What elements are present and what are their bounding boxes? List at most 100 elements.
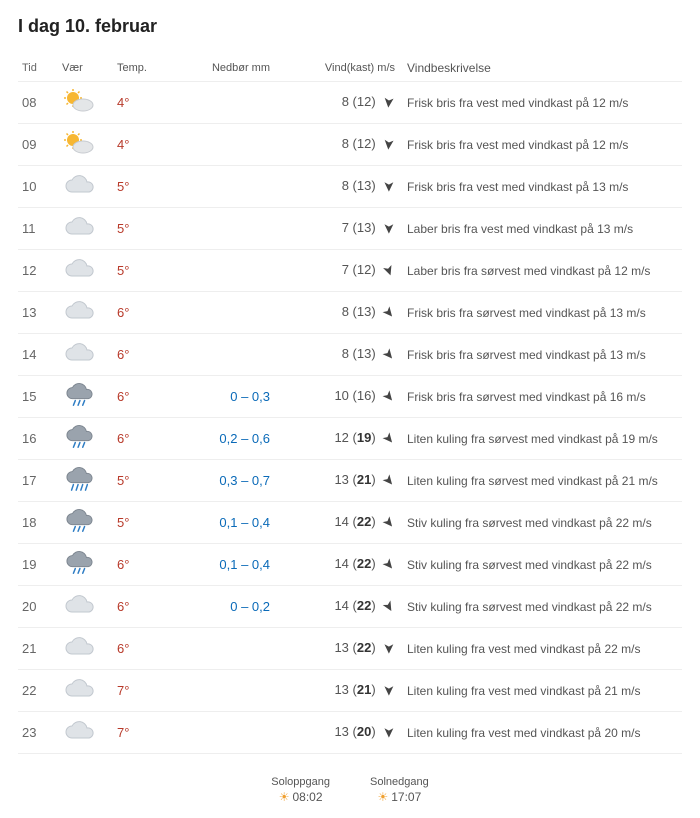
cell-time: 21 (18, 628, 58, 670)
cell-desc: Stiv kuling fra sørvest med vindkast på … (403, 586, 682, 628)
cell-time: 20 (18, 586, 58, 628)
cell-wind: 8 (13) ➤ (288, 292, 403, 334)
table-row: 156°0 – 0,310 (16) ➤Frisk bris fra sørve… (18, 376, 682, 418)
cell-wind: 13 (21) ➤ (288, 670, 403, 712)
wind-arrow-icon: ➤ (381, 685, 398, 697)
cell-wind: 8 (12) ➤ (288, 82, 403, 124)
table-row: 206°0 – 0,214 (22) ➤Stiv kuling fra sørv… (18, 586, 682, 628)
col-header-besk: Vindbeskrivelse (403, 55, 682, 82)
cell-temp: 4° (113, 82, 183, 124)
cell-desc: Laber bris fra vest med vindkast på 13 m… (403, 208, 682, 250)
cell-wind: 14 (22) ➤ (288, 586, 403, 628)
cell-time: 17 (18, 460, 58, 502)
cell-precip: 0,1 – 0,4 (183, 502, 288, 544)
sunset-time: ☀17:07 (370, 790, 429, 804)
sunset-time-value: 17:07 (391, 790, 421, 804)
cell-weather-icon (58, 586, 113, 628)
cell-temp: 5° (113, 208, 183, 250)
cell-weather-icon (58, 166, 113, 208)
cell-desc: Frisk bris fra vest med vindkast på 12 m… (403, 124, 682, 166)
cell-time: 08 (18, 82, 58, 124)
wind-arrow-icon: ➤ (379, 555, 400, 575)
cell-wind: 12 (19) ➤ (288, 418, 403, 460)
table-row: 136°8 (13) ➤Frisk bris fra sørvest med v… (18, 292, 682, 334)
wind-arrow-icon: ➤ (379, 513, 400, 533)
table-row: 185°0,1 – 0,414 (22) ➤Stiv kuling fra sø… (18, 502, 682, 544)
cell-precip: 0,3 – 0,7 (183, 460, 288, 502)
cell-temp: 7° (113, 670, 183, 712)
wind-arrow-icon: ➤ (381, 643, 398, 655)
cell-time: 22 (18, 670, 58, 712)
col-header-tid: Tid (18, 55, 58, 82)
cell-wind: 13 (22) ➤ (288, 628, 403, 670)
cell-wind: 7 (12) ➤ (288, 250, 403, 292)
cell-time: 14 (18, 334, 58, 376)
cell-time: 18 (18, 502, 58, 544)
wind-arrow-icon: ➤ (380, 138, 398, 151)
wind-arrow-icon: ➤ (379, 303, 400, 323)
cell-time: 11 (18, 208, 58, 250)
cell-time: 09 (18, 124, 58, 166)
cell-wind: 10 (16) ➤ (288, 376, 403, 418)
wind-arrow-icon: ➤ (379, 597, 400, 616)
sun-footer: Soloppgang ☀08:02 Solnedgang ☀17:07 (18, 776, 682, 804)
sunrise-icon: ☀ (279, 790, 290, 804)
cell-temp: 5° (113, 166, 183, 208)
sunrise-block: Soloppgang ☀08:02 (271, 776, 330, 804)
cell-desc: Liten kuling fra vest med vindkast på 21… (403, 670, 682, 712)
cell-desc: Liten kuling fra vest med vindkast på 20… (403, 712, 682, 754)
cell-desc: Liten kuling fra vest med vindkast på 22… (403, 628, 682, 670)
cell-time: 13 (18, 292, 58, 334)
cell-precip (183, 124, 288, 166)
sunrise-time: ☀08:02 (271, 790, 330, 804)
table-row: 08 4° 8 (12) ➤Frisk bris fra vest med vind… (18, 82, 682, 124)
cell-weather-icon (58, 502, 113, 544)
cell-wind: 8 (13) ➤ (288, 166, 403, 208)
cell-wind: 13 (21) ➤ (288, 460, 403, 502)
table-row: 094°8 (12) ➤Frisk bris fra vest med vind… (18, 124, 682, 166)
wind-arrow-icon: ➤ (381, 223, 398, 235)
cell-desc: Stiv kuling fra sørvest med vindkast på … (403, 544, 682, 586)
cell-precip (183, 628, 288, 670)
wind-arrow-icon: ➤ (381, 181, 398, 193)
cell-weather-icon (58, 460, 113, 502)
cell-precip (183, 250, 288, 292)
cell-desc: Frisk bris fra sørvest med vindkast på 1… (403, 334, 682, 376)
cell-temp: 5° (113, 250, 183, 292)
wind-arrow-icon: ➤ (379, 387, 400, 407)
cell-weather-icon (58, 208, 113, 250)
cell-weather-icon (58, 670, 113, 712)
cell-desc: Frisk bris fra vest med vindkast på 12 m… (403, 82, 682, 124)
wind-arrow-icon: ➤ (379, 429, 400, 449)
sunset-block: Solnedgang ☀17:07 (370, 776, 429, 804)
cell-weather-icon (58, 628, 113, 670)
cell-weather-icon (58, 334, 113, 376)
cell-time: 15 (18, 376, 58, 418)
cell-desc: Stiv kuling fra sørvest med vindkast på … (403, 502, 682, 544)
cell-precip: 0 – 0,2 (183, 586, 288, 628)
cell-temp: 5° (113, 460, 183, 502)
forecast-table: Tid Vær Temp. Nedbør mm Vind(kast) m/s V… (18, 55, 682, 754)
cell-time: 12 (18, 250, 58, 292)
cell-weather-icon (58, 124, 113, 166)
cell-weather-icon (58, 712, 113, 754)
table-row: 125°7 (12) ➤Laber bris fra sørvest med v… (18, 250, 682, 292)
wind-arrow-icon: ➤ (379, 345, 400, 365)
cell-precip: 0,2 – 0,6 (183, 418, 288, 460)
wind-arrow-icon: ➤ (380, 96, 398, 109)
cell-temp: 6° (113, 628, 183, 670)
cell-temp: 6° (113, 544, 183, 586)
col-header-nedbor: Nedbør mm (183, 55, 288, 82)
sunrise-label: Soloppgang (271, 776, 330, 788)
table-row: 21 6° 13 (22) ➤Liten kuling fra vest med v… (18, 628, 682, 670)
table-row: 105°8 (13) ➤Frisk bris fra vest med vind… (18, 166, 682, 208)
cell-wind: 13 (20) ➤ (288, 712, 403, 754)
cell-precip (183, 208, 288, 250)
wind-arrow-icon: ➤ (379, 471, 400, 491)
cell-weather-icon (58, 292, 113, 334)
cell-weather-icon (58, 250, 113, 292)
cell-precip (183, 82, 288, 124)
cell-wind: 14 (22) ➤ (288, 502, 403, 544)
wind-arrow-icon: ➤ (381, 727, 398, 739)
cell-time: 23 (18, 712, 58, 754)
